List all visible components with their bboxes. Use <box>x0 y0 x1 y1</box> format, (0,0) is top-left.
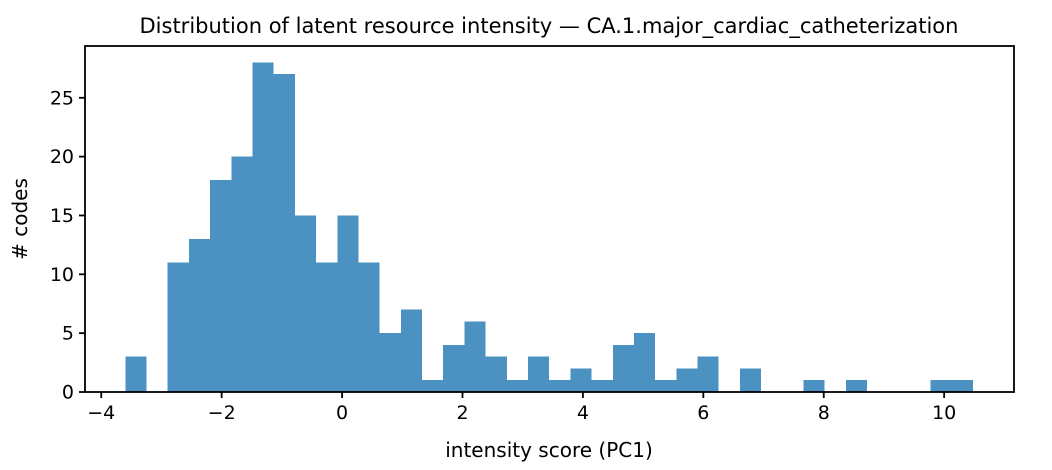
histogram-bar <box>125 356 147 392</box>
x-tick-label: −2 <box>208 402 236 424</box>
bars-layer <box>125 62 974 393</box>
histogram-bar <box>337 215 359 392</box>
histogram-bar <box>633 333 656 392</box>
histogram-bar <box>188 239 211 392</box>
histogram-bar <box>231 156 253 392</box>
histogram-bar <box>739 368 762 392</box>
histogram-bar <box>464 321 486 392</box>
histogram-bar <box>930 380 952 392</box>
histogram-bar <box>506 380 528 392</box>
histogram-bar <box>676 368 698 392</box>
x-tick-label: 2 <box>456 402 468 424</box>
chart-title: Distribution of latent resource intensit… <box>140 14 959 39</box>
histogram-bar <box>273 74 295 393</box>
histogram-bar <box>210 180 232 392</box>
histogram-bar <box>697 356 719 392</box>
histogram-bar <box>294 215 317 392</box>
histogram-bar <box>549 380 571 392</box>
y-axis-label: # codes <box>8 178 32 260</box>
y-tick-label: 10 <box>50 264 74 286</box>
x-tick-label: 4 <box>577 402 589 424</box>
x-tick-label: 10 <box>932 402 956 424</box>
histogram-bar <box>400 309 423 392</box>
histogram-bar <box>358 262 380 392</box>
histogram-bar <box>612 344 634 392</box>
histogram-bar <box>845 380 868 392</box>
axes-layer: −4 −2 0 2 4 6 8 10 0 5 10 15 20 25 <box>50 45 1015 424</box>
y-tick-label: 15 <box>50 205 74 227</box>
histogram-bar <box>422 380 444 392</box>
y-tick-label: 20 <box>50 146 74 168</box>
plot-border <box>84 45 1015 393</box>
y-tick-label: 0 <box>62 382 74 404</box>
histogram-bar <box>655 380 677 392</box>
histogram-bar <box>167 262 189 392</box>
x-tick-label: −4 <box>87 402 115 424</box>
y-tick-label: 25 <box>50 87 74 109</box>
histogram-bar <box>485 356 507 392</box>
y-tick-label: 5 <box>62 323 74 345</box>
x-axis-label: intensity score (PC1) <box>445 438 653 462</box>
x-tick-label: 6 <box>697 402 709 424</box>
histogram-bar <box>252 62 274 392</box>
histogram-bar <box>379 333 401 392</box>
histogram-bar <box>570 368 592 392</box>
x-tick-label: 0 <box>336 402 348 424</box>
histogram-bar <box>443 344 465 392</box>
histogram-bar <box>591 380 613 392</box>
histogram-bar <box>528 356 550 392</box>
histogram-bar <box>316 262 338 392</box>
histogram-bar <box>951 380 974 392</box>
x-tick-label: 8 <box>818 402 830 424</box>
histogram-bar <box>803 380 825 392</box>
